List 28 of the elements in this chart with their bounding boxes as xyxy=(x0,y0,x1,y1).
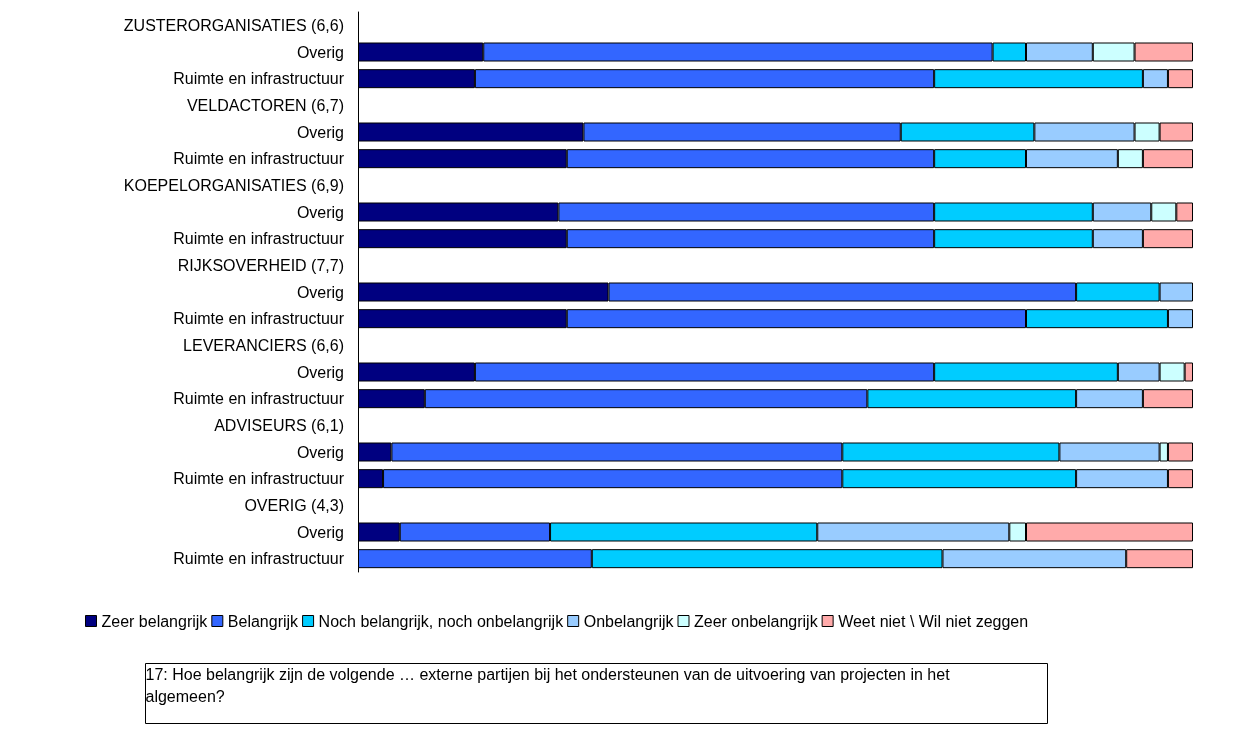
y-tick-label: Ruimte en infrastructuur xyxy=(173,230,345,248)
legend-label: Noch belangrijk, noch onbelangrijk xyxy=(318,612,565,630)
y-tick-label: ADVISEURS (6,1) xyxy=(214,416,344,434)
legend-label: Zeer belangrijk xyxy=(101,612,209,630)
y-tick-label: Overig xyxy=(296,123,344,141)
legend-label: Zeer onbelangrijk xyxy=(694,612,819,630)
y-tick-label: OVERIG (4,3) xyxy=(244,496,344,514)
legend-label: Weet niet \ Wil niet zeggen xyxy=(838,612,1029,630)
text: 17: Hoe belangrijk zijn de volgende … externe partijen bij het ondersteunen van de uitvoering van projecten in het algemeen? xyxy=(145,666,955,705)
legend-label: Onbelangrijk xyxy=(583,612,675,630)
y-tick-label: Overig xyxy=(296,443,344,461)
y-tick-label: Ruimte en infrastructuur xyxy=(173,310,345,328)
y-tick-label: Ruimte en infrastructuur xyxy=(173,150,345,168)
y-tick-label: LEVERANCIERS (6,6) xyxy=(183,336,344,354)
y-tick-label: Ruimte en infrastructuur xyxy=(173,390,345,408)
y-tick-label: Overig xyxy=(296,523,344,541)
y-tick-label: Ruimte en infrastructuur xyxy=(173,550,345,568)
y-tick-label: Overig xyxy=(296,43,344,61)
y-tick-label: Overig xyxy=(296,363,344,381)
y-tick-label: Overig xyxy=(296,203,344,221)
y-tick-label: ZUSTERORGANISATIES (6,6) xyxy=(123,16,344,34)
y-tick-label: Ruimte en infrastructuur xyxy=(173,470,345,488)
y-tick-label: KOEPELORGANISATIES (6,9) xyxy=(123,176,344,194)
y-tick-label: RIJKSOVERHEID (7,7) xyxy=(177,256,344,274)
legend-label: Belangrijk xyxy=(227,612,300,630)
y-tick-label: VELDACTOREN (6,7) xyxy=(186,96,344,114)
y-tick-label: Ruimte en infrastructuur xyxy=(173,70,345,88)
y-tick-label: Overig xyxy=(296,283,344,301)
